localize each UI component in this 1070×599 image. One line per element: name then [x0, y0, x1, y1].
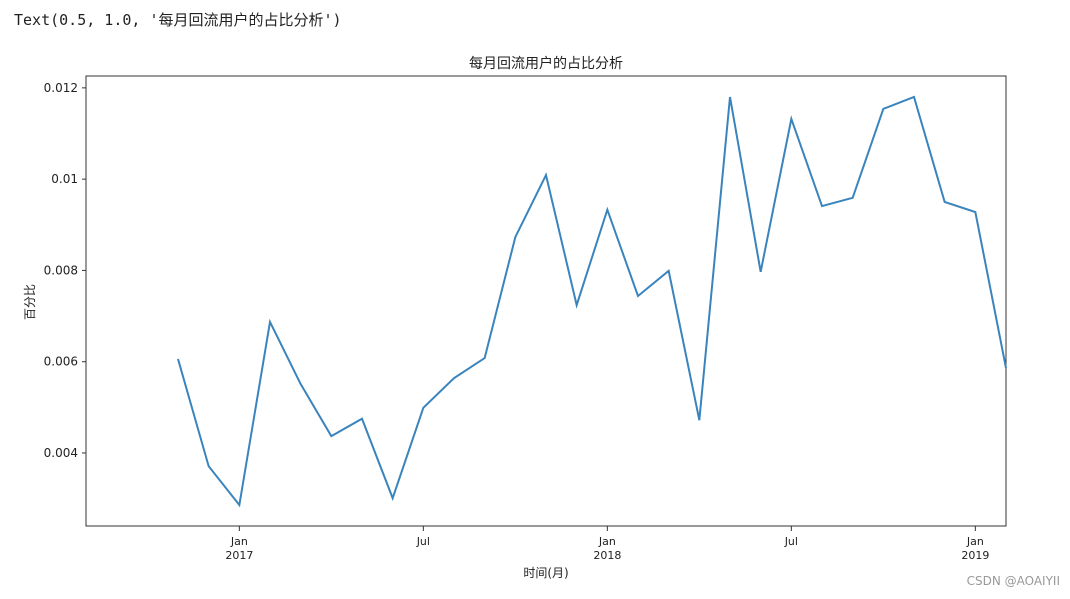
y-tick-label: 0.004 [44, 446, 78, 460]
x-tick-label: Jan 2019 [961, 535, 989, 562]
y-tick-label: 0.006 [44, 355, 78, 369]
y-tick-label: 0.012 [44, 81, 78, 95]
y-tick-label: 0.008 [44, 263, 78, 277]
output-text: Text(0.5, 1.0, '每月回流用户的占比分析') [14, 11, 342, 29]
plot-frame [85, 75, 1007, 527]
x-axis-label: 时间(月) [523, 566, 568, 580]
watermark: CSDN @AOAIYII [967, 574, 1060, 588]
line [177, 95, 1007, 508]
x-tick-label: Jul [416, 535, 430, 548]
y-axis-label: 百分比 [23, 284, 37, 320]
x-tick-label: Jan 2017 [225, 535, 253, 562]
y-tick-label: 0.01 [51, 172, 78, 186]
x-tick-label: Jul [784, 535, 798, 548]
x-tick-label: Jan 2018 [593, 535, 621, 562]
chart-title: 每月回流用户的占比分析 [469, 55, 623, 72]
